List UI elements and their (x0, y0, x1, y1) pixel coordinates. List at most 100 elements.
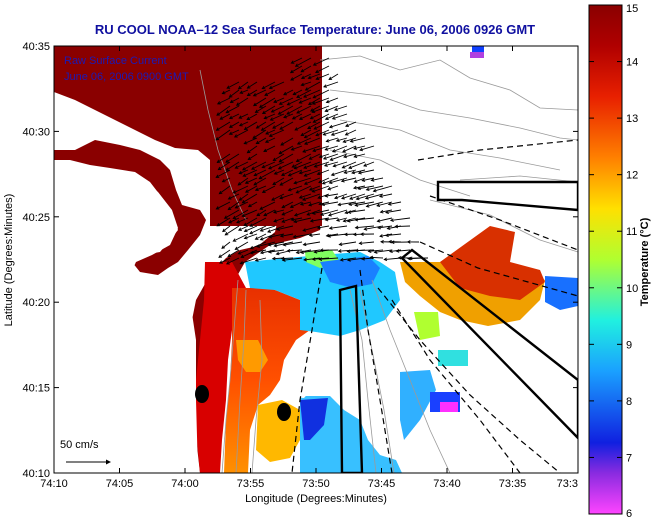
current-arrow-head (364, 196, 369, 200)
current-arrow-shaft (280, 233, 294, 237)
current-arrow-head (384, 233, 389, 238)
current-arrow-shaft (295, 57, 312, 67)
current-arrow-shaft (327, 185, 339, 190)
current-arrow-head (294, 63, 299, 67)
current-arrow-shaft (268, 241, 285, 246)
current-arrow-shaft (278, 161, 294, 170)
colorbar-label: Temperature (°C) (639, 217, 651, 306)
current-arrow-head (378, 194, 383, 198)
current-arrow-shaft (218, 249, 231, 258)
current-arrow-head (309, 219, 314, 223)
current-arrow-head (379, 209, 384, 214)
current-arrow-head (235, 102, 240, 106)
current-arrow-shaft (259, 201, 276, 210)
current-arrow-shaft (317, 225, 330, 229)
current-arrow-head (215, 206, 220, 210)
current-arrow-head (300, 82, 305, 87)
current-arrow-head (228, 115, 233, 120)
current-arrow-head (267, 229, 271, 233)
current-arrow-shaft (345, 129, 357, 136)
current-arrow-head (353, 146, 358, 150)
current-arrow-head (333, 107, 338, 111)
current-arrow-head (287, 173, 292, 177)
current-arrow-shaft (310, 105, 321, 112)
current-arrow-head (227, 253, 232, 258)
current-arrow-shaft (260, 249, 276, 254)
current-arrow-shaft (370, 256, 384, 259)
current-arrow-shaft (338, 249, 357, 252)
buoy-marker-1 (195, 385, 209, 403)
current-arrow-shaft (233, 185, 249, 194)
current-arrow-shaft (313, 121, 330, 130)
current-arrow-head (331, 149, 336, 153)
current-arrow-shaft (235, 201, 249, 209)
current-arrow-shaft (321, 201, 339, 206)
current-arrow-head (253, 172, 258, 177)
current-arrow-shaft (315, 65, 330, 73)
sst-south-cyan (300, 396, 402, 473)
current-arrow-shaft (279, 121, 294, 130)
current-arrow-head (243, 140, 248, 145)
current-arrow-head (328, 226, 333, 230)
colorbar-tick-label: 10 (626, 283, 638, 295)
current-arrow-head (239, 90, 244, 94)
current-arrow-head (311, 257, 316, 261)
current-arrow-head (358, 241, 363, 246)
colorbar-tick-label: 8 (626, 396, 632, 408)
current-arrow-shaft (265, 137, 276, 143)
current-arrow-shaft (293, 233, 312, 238)
colorbar-tick-label: 12 (626, 170, 638, 182)
current-arrow-head (244, 180, 249, 184)
current-arrow-shaft (243, 217, 258, 226)
current-arrow-shaft (395, 225, 411, 228)
current-arrow-head (346, 258, 351, 262)
current-arrow-shaft (377, 217, 393, 222)
current-arrow-shaft (242, 193, 258, 204)
current-arrow-head (243, 235, 248, 240)
current-arrow-head (279, 234, 284, 238)
x-tick-label: 74:10 (40, 478, 68, 490)
current-arrow-shaft (255, 233, 267, 240)
current-arrow-shaft (366, 201, 384, 207)
current-arrow-shaft (310, 113, 321, 120)
current-arrow-head (246, 92, 251, 97)
current-arrow-shaft (355, 217, 375, 221)
figure-title: RU COOL NOAA–12 Sea Surface Temperature:… (95, 22, 535, 37)
current-arrow-shaft (342, 161, 357, 169)
current-arrow-head (281, 204, 286, 209)
current-arrow-head (349, 196, 354, 200)
current-arrow-head (293, 180, 298, 185)
current-arrow-shaft (250, 249, 267, 254)
current-arrow-shaft (304, 169, 321, 177)
current-arrow-shaft (300, 65, 312, 73)
colorbar-tick-label: 14 (626, 57, 638, 69)
current-arrow-shaft (325, 105, 339, 112)
current-arrow-shaft (325, 145, 339, 151)
current-arrow-head (236, 220, 240, 224)
current-arrow-shaft (246, 113, 258, 120)
current-arrow-head (263, 115, 268, 120)
current-arrow-head (289, 69, 294, 74)
current-arrow-shaft (312, 209, 330, 215)
y-tick-label: 40:15 (22, 383, 50, 395)
current-arrow-shaft (239, 169, 249, 174)
x-tick-label: 73:40 (433, 478, 461, 490)
current-arrow-shaft (290, 201, 303, 208)
current-arrow-head (380, 239, 384, 244)
current-arrow-shaft (262, 105, 276, 114)
current-arrow-shaft (247, 81, 258, 89)
current-arrow-shaft (238, 249, 249, 255)
current-arrow-head (228, 131, 233, 135)
surface-current-vectors (215, 57, 429, 265)
current-arrow-head (249, 250, 254, 255)
current-arrow-shaft (264, 113, 276, 119)
current-arrow-shaft (303, 161, 321, 169)
current-arrow-head (390, 240, 395, 245)
current-arrow-head (238, 122, 243, 127)
current-arrow-head (259, 237, 264, 241)
current-arrow-shaft (283, 241, 303, 246)
current-arrow-head (308, 233, 313, 237)
current-arrow-shaft (336, 137, 348, 142)
current-arrow-shaft (312, 145, 330, 152)
